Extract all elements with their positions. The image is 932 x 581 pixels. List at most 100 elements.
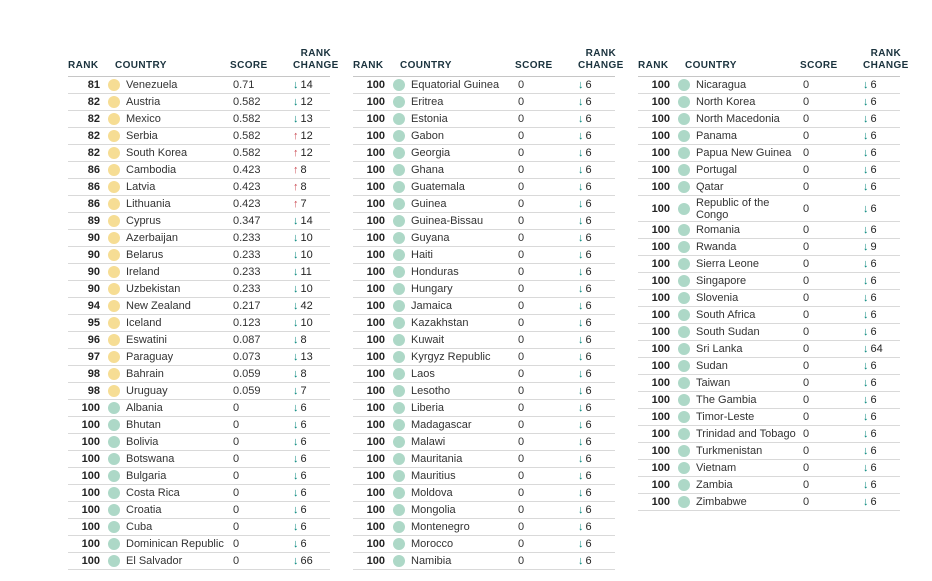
arrow-down-icon: ↓ bbox=[863, 202, 869, 215]
rank-change-value: 6 bbox=[585, 351, 592, 363]
teal-status-dot bbox=[678, 343, 690, 356]
arrow-down-icon: ↓ bbox=[293, 487, 299, 499]
country-name: Mauritius bbox=[411, 469, 456, 482]
rank-change-value: 6 bbox=[585, 147, 592, 159]
rank-value: 100 bbox=[366, 504, 385, 516]
country-name: Lithuania bbox=[126, 197, 171, 210]
teal-status-dot bbox=[108, 470, 120, 482]
rank-value: 100 bbox=[81, 555, 100, 567]
teal-status-dot bbox=[108, 436, 120, 448]
teal-status-dot bbox=[678, 130, 690, 142]
rank-change-value: 6 bbox=[870, 496, 877, 509]
rank-change-value: 6 bbox=[585, 436, 592, 448]
arrow-down-icon: ↓ bbox=[293, 317, 299, 329]
score-value: 0.423 bbox=[233, 164, 261, 176]
country-name: Panama bbox=[696, 129, 737, 142]
rank-value: 100 bbox=[366, 419, 385, 431]
teal-status-dot bbox=[108, 504, 120, 516]
yellow-status-dot bbox=[108, 249, 120, 261]
score-value: 0 bbox=[803, 496, 810, 509]
table-row: 100 North Korea 0 ↓ 6 bbox=[638, 94, 900, 111]
yellow-status-dot bbox=[108, 351, 120, 363]
arrow-down-icon: ↓ bbox=[863, 445, 869, 458]
arrow-down-icon: ↓ bbox=[293, 368, 299, 380]
rank-value: 100 bbox=[651, 181, 670, 193]
rank-change-value: 7 bbox=[300, 385, 307, 397]
country-name: North Macedonia bbox=[696, 112, 780, 125]
arrow-down-icon: ↓ bbox=[863, 241, 869, 254]
arrow-down-icon: ↓ bbox=[578, 521, 584, 533]
score-value: 0 bbox=[233, 402, 240, 414]
rank-value: 100 bbox=[651, 258, 670, 271]
arrow-down-icon: ↓ bbox=[578, 96, 584, 108]
table-body: 100 Equatorial Guinea 0 ↓ 6 100 Eritrea 0… bbox=[353, 77, 615, 570]
country-name: Paraguay bbox=[126, 350, 174, 363]
yellow-status-dot bbox=[108, 232, 120, 244]
yellow-status-dot bbox=[108, 130, 120, 142]
teal-status-dot bbox=[393, 317, 405, 329]
teal-status-dot bbox=[678, 428, 690, 441]
teal-status-dot bbox=[393, 487, 405, 499]
arrow-down-icon: ↓ bbox=[578, 113, 584, 125]
table-row: 100 El Salvador 0 ↓ 66 bbox=[68, 553, 330, 570]
rank-value: 100 bbox=[366, 402, 385, 414]
score-value: 0.073 bbox=[233, 351, 261, 363]
rank-change-value: 10 bbox=[300, 317, 313, 329]
arrow-down-icon: ↓ bbox=[863, 130, 869, 142]
country-name: Georgia bbox=[411, 146, 451, 159]
score-value: 0 bbox=[233, 487, 240, 499]
rank-value: 100 bbox=[81, 538, 100, 550]
country-name: Bhutan bbox=[126, 418, 161, 431]
rank-value: 100 bbox=[366, 249, 385, 261]
table-header: RANK COUNTRY SCORE RANK CHANGE bbox=[638, 40, 908, 77]
rank-value: 100 bbox=[81, 521, 100, 533]
rank-value: 100 bbox=[366, 79, 385, 91]
arrow-down-icon: ↓ bbox=[293, 334, 299, 346]
rank-value: 100 bbox=[366, 385, 385, 397]
arrow-down-icon: ↓ bbox=[578, 198, 584, 210]
rank-value: 100 bbox=[651, 445, 670, 458]
score-value: 0 bbox=[803, 96, 810, 108]
country-name: South Korea bbox=[126, 146, 188, 159]
rank-change-value: 6 bbox=[870, 462, 877, 475]
rank-change-value: 6 bbox=[870, 275, 877, 288]
teal-status-dot bbox=[678, 79, 690, 91]
score-value: 0 bbox=[803, 394, 810, 407]
yellow-status-dot bbox=[108, 266, 120, 278]
score-value: 0 bbox=[803, 462, 810, 475]
score-value: 0.71 bbox=[233, 79, 255, 91]
table-row: 90 Ireland 0.233 ↓ 11 bbox=[68, 264, 330, 281]
rank-change-value: 8 bbox=[300, 181, 307, 193]
country-name: Mauritania bbox=[411, 452, 463, 465]
arrow-down-icon: ↓ bbox=[863, 411, 869, 424]
arrow-down-icon: ↓ bbox=[578, 300, 584, 312]
country-name: Vietnam bbox=[696, 462, 737, 475]
table-row: 100 Moldova 0 ↓ 6 bbox=[353, 485, 615, 502]
yellow-status-dot bbox=[108, 334, 120, 346]
country-name: Botswana bbox=[126, 452, 175, 465]
rank-change-value: 6 bbox=[870, 130, 877, 142]
score-value: 0 bbox=[803, 164, 810, 176]
teal-status-dot bbox=[393, 181, 405, 193]
country-name: Republic of the Congo bbox=[696, 196, 770, 221]
score-value: 0 bbox=[518, 487, 525, 499]
rank-change-value: 6 bbox=[870, 377, 877, 390]
table-row: 95 Iceland 0.123 ↓ 10 bbox=[68, 315, 330, 332]
table-row: 82 Austria 0.582 ↓ 12 bbox=[68, 94, 330, 111]
table-row: 100 Botswana 0 ↓ 6 bbox=[68, 451, 330, 468]
score-value: 0 bbox=[518, 436, 525, 448]
country-name: Namibia bbox=[411, 554, 452, 567]
score-value: 0 bbox=[233, 470, 240, 482]
arrow-up-icon: ↑ bbox=[293, 181, 299, 193]
arrow-down-icon: ↓ bbox=[293, 453, 299, 465]
arrow-down-icon: ↓ bbox=[863, 164, 869, 176]
country-name: The Gambia bbox=[696, 394, 757, 407]
score-value: 0 bbox=[803, 292, 810, 305]
country-name: Portugal bbox=[696, 163, 737, 176]
country-name: Mongolia bbox=[411, 503, 456, 516]
score-value: 0 bbox=[803, 445, 810, 458]
arrow-down-icon: ↓ bbox=[863, 113, 869, 125]
table-row: 90 Belarus 0.233 ↓ 10 bbox=[68, 247, 330, 264]
table-row: 94 New Zealand 0.217 ↓ 42 bbox=[68, 298, 330, 315]
rank-value: 82 bbox=[87, 113, 100, 125]
